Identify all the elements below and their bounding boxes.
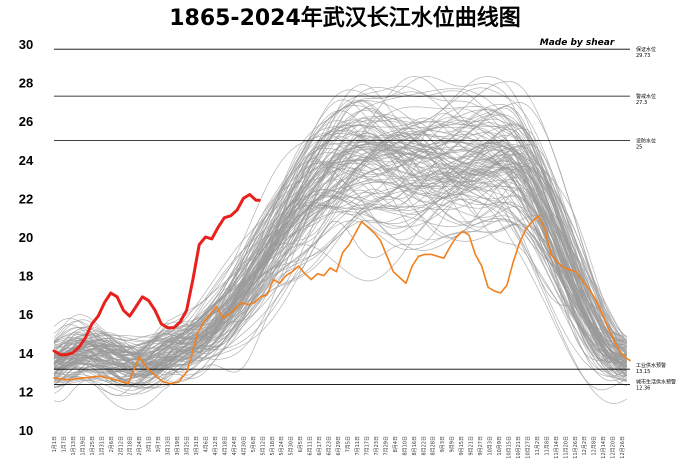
x-tick-label: 8月16日	[412, 436, 418, 456]
series-line-highlight-year	[53, 215, 631, 385]
x-tick-label: 8月28日	[431, 436, 437, 456]
x-tick-label: 2月12日	[118, 436, 124, 456]
x-tick-label: 11月14日	[554, 436, 560, 459]
x-tick-label: 7月17日	[364, 436, 370, 456]
x-tick-label: 5月12日	[260, 436, 266, 456]
x-tick-label: 2月6日	[109, 436, 115, 452]
reference-line-value: 12.36	[636, 385, 650, 391]
y-axis-ticks: 10 12 14 16 18 20 22 24 26 28 30	[19, 37, 34, 438]
x-tick-label: 12月8日	[592, 436, 598, 456]
x-tick-label: 7月5日	[346, 436, 352, 452]
x-tick-label: 10月9日	[497, 436, 503, 456]
reference-line-name: 城市生活供水预警	[636, 378, 676, 385]
y-tick-label: 26	[19, 114, 33, 129]
x-tick-label: 3月25日	[185, 436, 191, 456]
x-tick-label: 5月18日	[270, 436, 276, 456]
x-tick-label: 4月30日	[241, 436, 247, 456]
y-tick-label: 20	[19, 230, 33, 245]
x-tick-label: 8月4日	[393, 436, 399, 452]
x-tick-label: 9月3日	[440, 436, 446, 452]
reference-line-name: 警戒水位	[636, 93, 656, 100]
y-tick-label: 24	[19, 153, 34, 168]
x-tick-label: 12月26日	[620, 436, 626, 459]
x-tick-label: 10月21日	[516, 436, 522, 459]
x-tick-label: 6月23日	[327, 436, 333, 456]
x-tick-label: 1月25日	[90, 436, 96, 456]
highlight-series	[52, 193, 631, 385]
reference-line-value: 29.73	[636, 53, 650, 59]
y-tick-label: 30	[19, 37, 33, 52]
x-tick-label: 9月21日	[469, 436, 475, 456]
x-tick-label: 1月19日	[80, 436, 86, 456]
y-tick-label: 14	[19, 346, 34, 361]
reference-line-name: 设防水位	[636, 138, 656, 145]
reference-line-name: 保证水位	[636, 46, 656, 53]
x-tick-label: 11月2日	[535, 436, 541, 456]
x-tick-label: 6月29日	[336, 436, 342, 456]
y-tick-label: 28	[19, 76, 33, 91]
x-tick-label: 3月7日	[156, 436, 162, 452]
x-tick-label: 4月24日	[232, 436, 238, 456]
x-tick-label: 7月23日	[374, 436, 380, 456]
x-tick-label: 8月10日	[402, 436, 408, 456]
x-tick-label: 2月24日	[137, 436, 143, 456]
x-tick-label: 11月20日	[563, 436, 569, 459]
x-tick-label: 3月13日	[166, 436, 172, 456]
x-tick-label: 4月18日	[222, 436, 228, 456]
x-axis-ticks: 1月1日 1月7日 1月13日 1月19日 1月25日 1月31日 2月6日 2月12日 2月1…	[52, 436, 626, 459]
x-tick-label: 7月11日	[355, 436, 361, 456]
x-tick-label: 9月15日	[459, 436, 465, 456]
x-tick-label: 4月12日	[213, 436, 219, 456]
x-tick-label: 3月1日	[147, 436, 153, 452]
reference-line-value: 27.3	[636, 100, 647, 106]
credit-label: Made by shear	[540, 38, 615, 48]
reference-line-value: 13.15	[636, 369, 650, 375]
historical-years-lines	[53, 75, 628, 411]
x-tick-label: 2月18日	[128, 436, 134, 456]
x-tick-label: 3月19日	[175, 436, 181, 456]
y-tick-label: 18	[19, 269, 33, 284]
x-tick-label: 1月1日	[52, 436, 58, 452]
x-tick-label: 1月31日	[99, 436, 105, 456]
reference-line-name: 工业供水预警	[636, 362, 666, 369]
x-tick-label: 5月30日	[289, 436, 295, 456]
x-tick-label: 4月6日	[203, 436, 209, 452]
x-tick-label: 7月29日	[383, 436, 389, 456]
y-tick-label: 16	[19, 307, 33, 322]
x-tick-label: 5月6日	[251, 436, 257, 452]
x-tick-label: 12月14日	[601, 436, 607, 459]
x-tick-label: 12月2日	[582, 436, 588, 456]
y-tick-label: 12	[19, 384, 33, 399]
x-tick-label: 1月13日	[71, 436, 77, 456]
series-line-current-year	[52, 193, 261, 357]
x-tick-label: 10月15日	[506, 436, 512, 459]
x-tick-label: 12月20日	[611, 436, 617, 459]
x-tick-label: 1月7日	[61, 436, 67, 452]
x-tick-label: 10月27日	[525, 436, 531, 459]
x-tick-label: 6月11日	[308, 436, 314, 456]
reference-line-value: 25	[636, 145, 642, 151]
x-tick-label: 6月17日	[317, 436, 323, 456]
x-tick-label: 3月31日	[194, 436, 200, 456]
y-tick-label: 10	[19, 423, 33, 438]
x-tick-label: 9月9日	[450, 436, 456, 452]
chart-title: 1865-2024年武汉长江水位曲线图	[169, 5, 521, 31]
x-tick-label: 11月8日	[544, 436, 550, 456]
x-tick-label: 5月24日	[279, 436, 285, 456]
x-tick-label: 9月27日	[478, 436, 484, 456]
x-tick-label: 11月26日	[573, 436, 579, 459]
x-tick-label: 6月5日	[298, 436, 304, 452]
y-tick-label: 22	[19, 191, 33, 206]
reference-lines	[54, 48, 630, 385]
x-tick-label: 8月22日	[421, 436, 427, 456]
x-tick-label: 10月3日	[488, 436, 494, 456]
